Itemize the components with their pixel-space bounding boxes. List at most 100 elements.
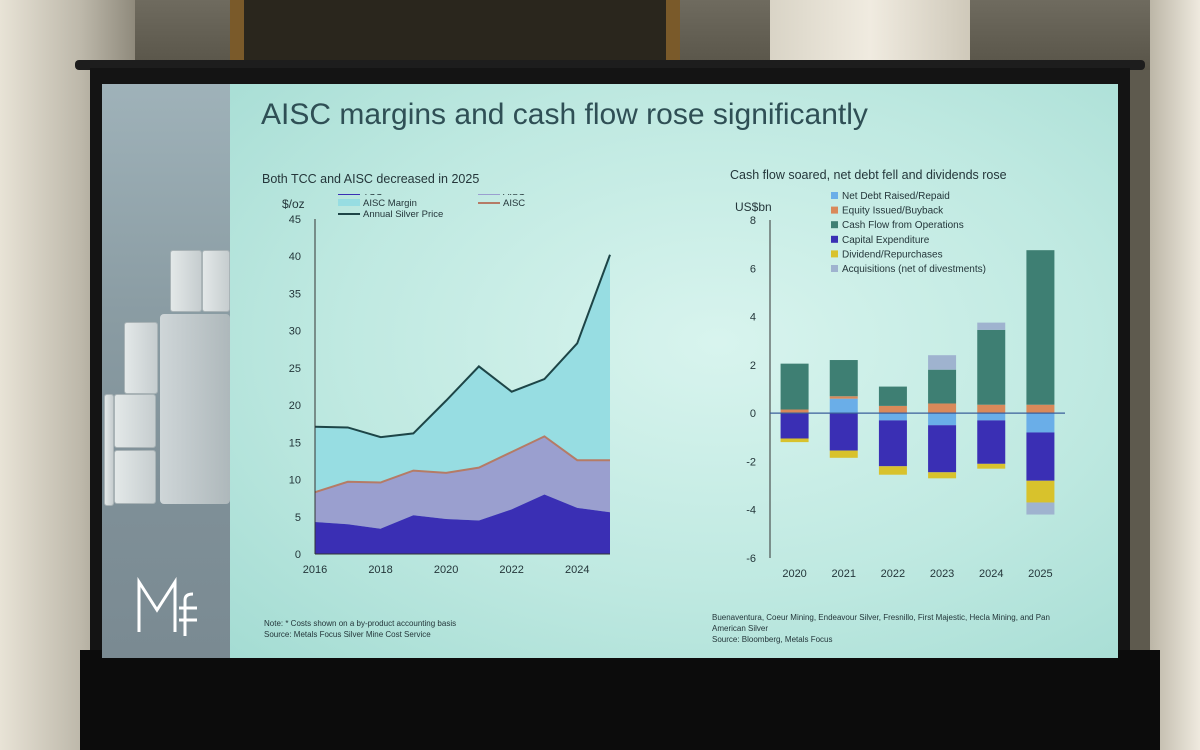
- bar-segment: [977, 413, 1006, 421]
- legend-swatch: [338, 199, 360, 206]
- aisc-area: [315, 436, 610, 529]
- right-pillar: [1150, 0, 1200, 750]
- legend-swatch: [831, 235, 838, 243]
- screen-roller: [75, 60, 1145, 70]
- bar-segment: [928, 369, 957, 404]
- y-axis-label: $/oz: [282, 197, 305, 211]
- x-tick-label: 2022: [881, 568, 905, 580]
- y-tick-label: 40: [289, 251, 301, 263]
- legend-swatch: [831, 192, 838, 199]
- silver-bars-image: [102, 84, 230, 658]
- legend-label: Annual Silver Price: [363, 209, 443, 220]
- bar-segment: [1026, 502, 1055, 515]
- legend-label: Dividend/Repurchases: [842, 249, 943, 260]
- legend-label: Equity Issued/Buyback: [842, 206, 944, 217]
- slide-title: AISC margins and cash flow rose signific…: [261, 98, 868, 131]
- x-tick-label: 2016: [303, 564, 327, 576]
- bar-segment: [977, 463, 1006, 469]
- bar-segment: [977, 420, 1006, 464]
- silver-bar: [104, 394, 114, 506]
- right-note-line2: American Silver: [712, 624, 769, 633]
- bar-segment: [928, 472, 957, 479]
- y-tick-label: 25: [289, 363, 301, 375]
- legend-label: Capital Expenditure: [842, 235, 930, 246]
- y-tick-label: 10: [289, 475, 301, 487]
- bar-segment: [780, 413, 809, 439]
- y-tick-label: -6: [746, 553, 756, 565]
- bar-segment: [928, 355, 957, 370]
- y-tick-label: 35: [289, 288, 301, 300]
- left-note-line2: Source: Metals Focus Silver Mine Cost Se…: [264, 630, 431, 639]
- legend-swatch: [831, 265, 838, 272]
- silver-bar: [124, 322, 158, 394]
- legend-swatch: [831, 206, 838, 214]
- bar-segment: [878, 413, 907, 421]
- bar-segment: [977, 322, 1006, 330]
- aisc-line: [314, 435, 610, 494]
- bar-segment: [780, 363, 809, 410]
- bar-segment: [977, 329, 1006, 405]
- silver-cost-area-chart: 0 5 10 15 20 25 30 35 40 45 2016 2018 2020 2022 2024 $/…: [282, 194, 611, 576]
- y-tick-label: 0: [750, 408, 756, 420]
- silver-price-line: [314, 254, 611, 439]
- legend-swatch: [338, 194, 360, 195]
- legend-swatch: [478, 194, 500, 195]
- bar-segment: [1026, 404, 1055, 414]
- legend-label: TCC: [363, 194, 383, 198]
- x-tick-label: 2024: [979, 568, 1003, 580]
- legend-swatch: [831, 221, 838, 229]
- y-tick-label: -4: [746, 505, 756, 517]
- y-tick-label: 0: [295, 549, 301, 561]
- x-tick-label: 2023: [930, 568, 954, 580]
- y-axis-label: US$bn: [735, 200, 772, 214]
- x-tick-label: 2022: [499, 564, 523, 576]
- bar-segment: [928, 425, 957, 473]
- y-tick-label: 5: [295, 512, 301, 524]
- legend-label: Net Debt Raised/Repaid: [842, 191, 950, 202]
- x-tick-label: 2020: [782, 568, 806, 580]
- x-tick-label: 2020: [434, 564, 458, 576]
- bar-segment: [780, 438, 809, 443]
- right-note-line1: Buenaventura, Coeur Mining, Endeavour Si…: [712, 613, 1050, 622]
- y-tick-label: -2: [746, 456, 756, 468]
- left-chart-title: Both TCC and AISC decreased in 2025: [262, 172, 480, 186]
- legend-label: AISC: [503, 198, 525, 209]
- y-tick-label: 15: [289, 437, 301, 449]
- legend-swatch: [831, 250, 838, 258]
- x-tick-label: 2021: [832, 568, 856, 580]
- bar-segment: [977, 404, 1006, 414]
- wall-column: [770, 0, 970, 62]
- bar-segment: [829, 398, 858, 414]
- bar-segment: [878, 466, 907, 475]
- y-tick-label: 45: [289, 214, 301, 226]
- silver-plate: [160, 314, 230, 504]
- bar-segment: [878, 420, 907, 467]
- bar-segment: [829, 413, 858, 451]
- slide: AISC margins and cash flow rose signific…: [230, 84, 1118, 658]
- bar-segment: [1026, 413, 1055, 433]
- screen-base: [80, 650, 1160, 750]
- y-tick-label: 2: [750, 360, 756, 372]
- bar-segment: [829, 396, 858, 399]
- silver-bar: [114, 394, 156, 448]
- silver-bar: [202, 250, 230, 312]
- aisc-margin-area: [315, 254, 610, 493]
- bar-segment: [1026, 480, 1055, 503]
- bar-segment: [829, 450, 858, 458]
- y-tick-label: 4: [750, 312, 756, 324]
- bar-segment: [878, 386, 907, 406]
- bar-segment: [928, 413, 957, 426]
- right-chart-title: Cash flow soared, net debt fell and divi…: [730, 168, 1007, 182]
- legend-label: AISC Margin: [363, 198, 417, 209]
- legend-label: Cash Flow from Operations: [842, 220, 964, 231]
- bar-segment: [928, 403, 957, 414]
- metals-focus-logo: [137, 576, 197, 636]
- bar-segment: [780, 409, 809, 414]
- silver-bar: [170, 250, 202, 312]
- tcc-area: [315, 494, 610, 554]
- x-tick-label: 2018: [368, 564, 392, 576]
- wall-painting: [230, 0, 680, 62]
- x-tick-label: 2024: [565, 564, 589, 576]
- y-tick-label: 6: [750, 263, 756, 275]
- bar-segment: [878, 405, 907, 414]
